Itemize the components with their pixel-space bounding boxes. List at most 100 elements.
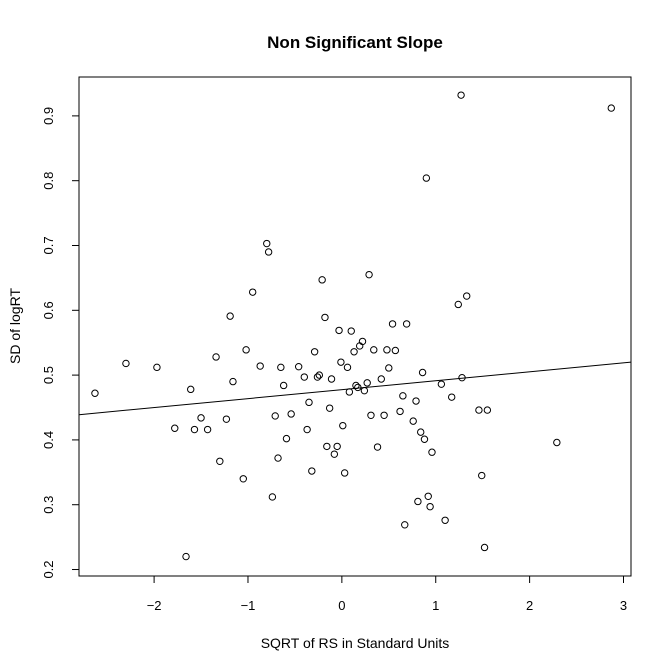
data-point [321, 313, 329, 322]
data-point [300, 373, 309, 381]
data-point [454, 300, 462, 309]
data-point [352, 381, 360, 390]
data-point [216, 457, 224, 465]
y-tick-label: 0.7 [41, 236, 56, 254]
data-point [385, 364, 393, 372]
y-tick-label: 0.5 [41, 366, 56, 384]
data-point [377, 375, 385, 383]
y-axis-label: SD of logRT [7, 288, 23, 364]
data-point [354, 383, 362, 392]
data-point [428, 448, 436, 456]
x-tick-label: 2 [526, 598, 533, 613]
data-point [437, 380, 446, 388]
data-point [480, 543, 489, 552]
data-point [335, 326, 343, 335]
data-point [212, 353, 220, 361]
data-point [91, 389, 99, 397]
data-point [360, 386, 369, 395]
data-point [343, 363, 352, 372]
x-tick-label: 3 [620, 598, 627, 613]
y-tick-label: 0.6 [41, 301, 56, 319]
data-point [409, 417, 417, 425]
data-point [345, 388, 354, 396]
y-tick-label: 0.3 [41, 496, 56, 514]
data-point [399, 392, 407, 400]
data-point [483, 406, 492, 414]
y-tick-label: 0.9 [41, 107, 56, 125]
data-point [458, 373, 466, 382]
chart-title: Non Significant Slope [267, 33, 443, 52]
data-point [153, 363, 161, 372]
data-point [414, 497, 422, 506]
data-point [418, 368, 427, 377]
data-point [190, 425, 199, 434]
data-point [447, 393, 456, 401]
data-point [424, 492, 432, 500]
data-point [337, 358, 345, 366]
data-point [248, 288, 257, 296]
data-point [294, 362, 303, 371]
data-point [330, 450, 339, 458]
x-tick-label: −1 [241, 598, 256, 613]
data-point [420, 435, 429, 443]
data-point [475, 406, 483, 414]
data-point [347, 327, 355, 335]
data-point [426, 502, 434, 511]
data-point [313, 373, 322, 381]
data-point [339, 421, 347, 430]
data-point [358, 337, 367, 346]
data-point [401, 521, 409, 529]
data-point [412, 397, 420, 405]
data-point [256, 362, 264, 370]
data-point [263, 239, 271, 248]
data-point [182, 552, 190, 561]
y-tick-label: 0.2 [41, 560, 56, 578]
data-points [91, 91, 615, 561]
data-point [271, 412, 279, 420]
data-point [463, 292, 471, 300]
data-point [277, 363, 285, 372]
data-point [268, 493, 277, 501]
data-point [388, 320, 397, 328]
data-point [318, 276, 326, 284]
data-point [333, 442, 341, 451]
data-point [264, 248, 273, 256]
data-point [365, 270, 373, 279]
x-tick-label: 1 [432, 598, 439, 613]
data-point [229, 377, 237, 386]
data-point [325, 404, 334, 412]
data-point [396, 407, 404, 416]
data-point [373, 443, 382, 451]
data-point [323, 442, 331, 451]
data-point [457, 91, 465, 99]
x-axis: −2 −1 0 1 2 3 [147, 576, 627, 613]
data-point [287, 410, 295, 418]
data-point [478, 471, 486, 480]
data-point [197, 414, 205, 422]
y-axis: 0.2 0.3 0.4 0.5 0.6 0.7 0.8 0.9 [41, 107, 79, 579]
data-point [303, 425, 311, 434]
data-point [363, 379, 371, 387]
x-tick-label: −2 [147, 598, 162, 613]
data-point [380, 411, 388, 419]
data-point [203, 425, 212, 434]
data-point [417, 428, 425, 436]
x-tick-label: 0 [338, 598, 345, 613]
data-point [282, 434, 291, 443]
data-point [370, 346, 378, 354]
data-point [122, 359, 130, 368]
data-point [367, 411, 375, 419]
data-point [402, 320, 411, 328]
plot-frame [78, 76, 632, 577]
data-point [315, 371, 324, 379]
data-point [308, 467, 316, 475]
data-point [305, 398, 313, 407]
data-point [171, 424, 179, 432]
y-tick-label: 0.4 [41, 431, 56, 449]
data-point [383, 346, 391, 354]
data-point [607, 104, 615, 112]
data-point [422, 174, 431, 182]
data-point [350, 348, 358, 356]
y-tick-label: 0.8 [41, 172, 56, 190]
